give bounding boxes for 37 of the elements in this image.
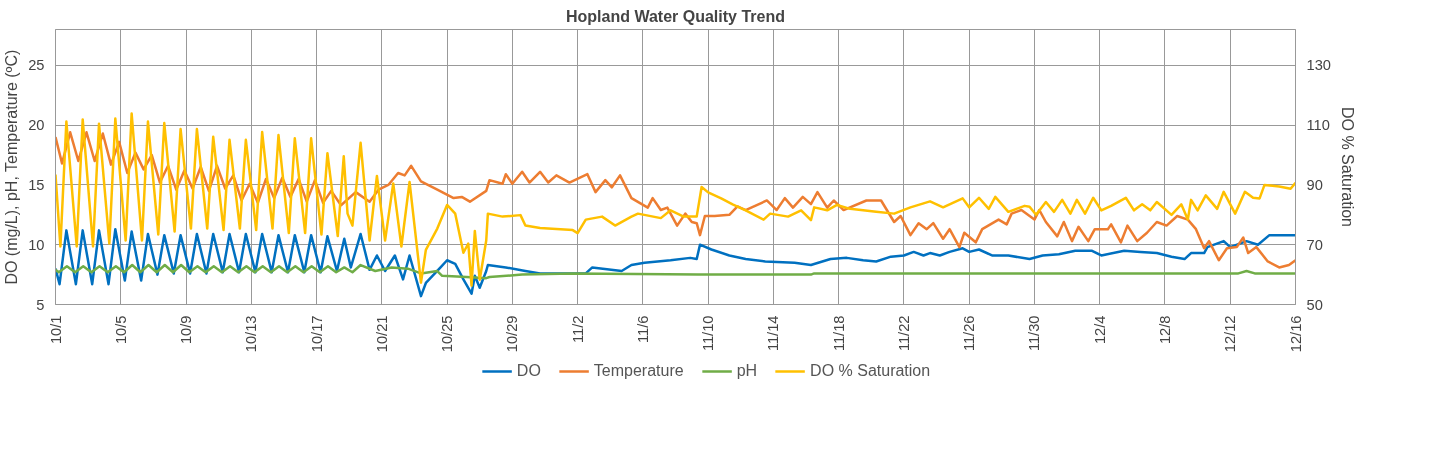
x-tick-label: 11/30 bbox=[1026, 315, 1043, 352]
y-tick-label: 5 bbox=[36, 296, 45, 313]
x-tick-label: 10/21 bbox=[373, 315, 390, 353]
legend-label: Temperature bbox=[593, 362, 684, 380]
x-tick-label: 11/14 bbox=[765, 315, 782, 352]
y2-tick-label: 110 bbox=[1306, 117, 1330, 134]
x-tick-label: 10/13 bbox=[243, 315, 260, 353]
x-tick-label: 11/18 bbox=[830, 315, 847, 352]
chart-title: Hopland Water Quality Trend bbox=[566, 7, 785, 25]
x-tick-label: 11/6 bbox=[634, 315, 651, 343]
x-tick-label: 10/29 bbox=[504, 315, 521, 353]
x-tick-label: 12/4 bbox=[1091, 315, 1108, 345]
x-tick-label: 10/25 bbox=[439, 315, 456, 353]
y-axis-title: DO (mg/L), pH, Temperature (ºC) bbox=[3, 49, 21, 285]
y2-tick-label: 90 bbox=[1306, 176, 1323, 193]
y2-axis-title: DO % Saturation bbox=[1338, 106, 1356, 228]
x-tick-label: 11/10 bbox=[700, 315, 717, 352]
x-tick-label: 11/26 bbox=[961, 315, 978, 352]
x-tick-label: 12/8 bbox=[1156, 315, 1173, 345]
x-tick-label: 10/17 bbox=[308, 315, 325, 353]
y-tick-label: 10 bbox=[28, 236, 45, 253]
legend-label: pH bbox=[736, 362, 758, 380]
y2-tick-label: 70 bbox=[1306, 236, 1323, 253]
legend-label: DO bbox=[516, 362, 541, 380]
y-tick-label: 20 bbox=[28, 117, 45, 134]
x-tick-label: 12/16 bbox=[1287, 315, 1304, 353]
y2-tick-label: 50 bbox=[1306, 296, 1323, 313]
x-tick-label: 11/22 bbox=[895, 315, 912, 352]
x-tick-label: 10/1 bbox=[47, 315, 64, 345]
x-tick-label: 10/9 bbox=[178, 315, 195, 345]
x-tick-label: 12/12 bbox=[1222, 315, 1239, 353]
y-tick-label: 15 bbox=[28, 176, 45, 193]
y2-tick-label: 130 bbox=[1306, 57, 1331, 74]
y-tick-label: 25 bbox=[28, 57, 45, 74]
x-tick-label: 11/2 bbox=[569, 315, 586, 343]
legend-label: DO % Saturation bbox=[810, 362, 931, 380]
x-tick-label: 10/5 bbox=[112, 315, 129, 345]
